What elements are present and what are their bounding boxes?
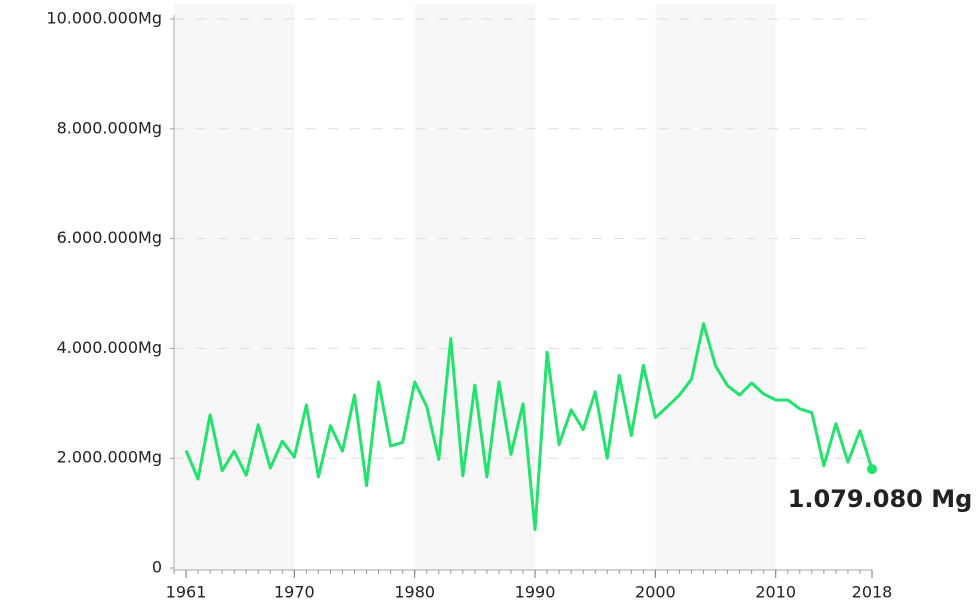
x-tick-label: 1990 [515, 583, 556, 602]
y-tick-label: 8.000.000Mg [57, 118, 162, 137]
y-tick-label: 2.000.000Mg [57, 448, 162, 467]
x-tick-label: 2000 [635, 583, 676, 602]
y-tick-label: 10.000.000Mg [46, 9, 162, 28]
x-tick-label: 1980 [394, 583, 435, 602]
x-tick-label: 2010 [755, 583, 796, 602]
y-tick-label: 0 [152, 558, 162, 577]
y-tick-label: 4.000.000Mg [57, 338, 162, 357]
x-tick-label: 1961 [166, 583, 207, 602]
x-tick-label: 1970 [274, 583, 315, 602]
line [184, 322, 874, 532]
band [655, 4, 776, 570]
end-point [867, 464, 877, 475]
y-tick-label: 6.000.000Mg [57, 228, 162, 247]
x-tick-label: 2018 [852, 583, 893, 602]
band [414, 4, 536, 570]
band [174, 4, 295, 570]
annotation: 1.079.080 Mg [788, 485, 973, 513]
